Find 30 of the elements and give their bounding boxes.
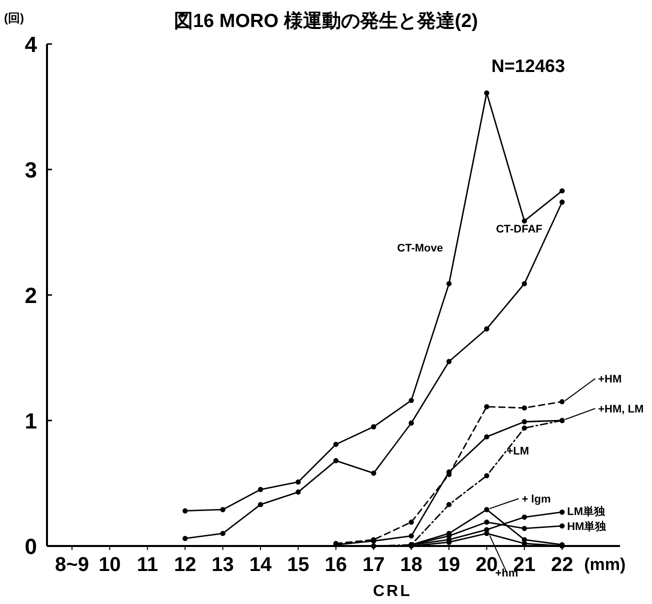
annotation: N=12463 <box>491 56 565 76</box>
xtick: 8~9 <box>55 554 89 576</box>
xtick: 18 <box>400 554 422 576</box>
ytick: 2 <box>24 283 37 308</box>
series-label: CT-Move <box>397 242 443 255</box>
series-label: CT-DFAF <box>496 224 542 236</box>
title: 図16 MORO 様運動の発生と発達(2) <box>174 11 478 32</box>
series-label: LM単独 <box>567 506 605 518</box>
ylabel: (回) <box>4 11 24 25</box>
xtick: 16 <box>324 554 348 576</box>
xtick: 11 <box>136 554 158 576</box>
series-label: +HM <box>598 374 622 386</box>
series-label: +LM <box>506 446 530 458</box>
annotation: (mm) <box>584 555 626 574</box>
xtick: 17 <box>362 554 385 576</box>
xtick: 14 <box>249 554 272 576</box>
series-label: HM単独 <box>567 520 606 533</box>
xtick: 19 <box>438 554 460 576</box>
series-label: +HM, LM <box>598 404 644 416</box>
ytick: 3 <box>24 158 37 182</box>
xtick: 22 <box>550 554 574 576</box>
series-label: + lgm <box>522 494 551 506</box>
xtick: 10 <box>98 554 121 576</box>
ytick: 1 <box>24 408 37 434</box>
xtick: 13 <box>212 554 234 576</box>
xlabel: CRL <box>373 583 412 600</box>
xtick: 12 <box>174 554 196 576</box>
xtick: 15 <box>287 554 310 576</box>
ytick: 4 <box>24 32 37 57</box>
ytick: 0 <box>24 534 37 559</box>
